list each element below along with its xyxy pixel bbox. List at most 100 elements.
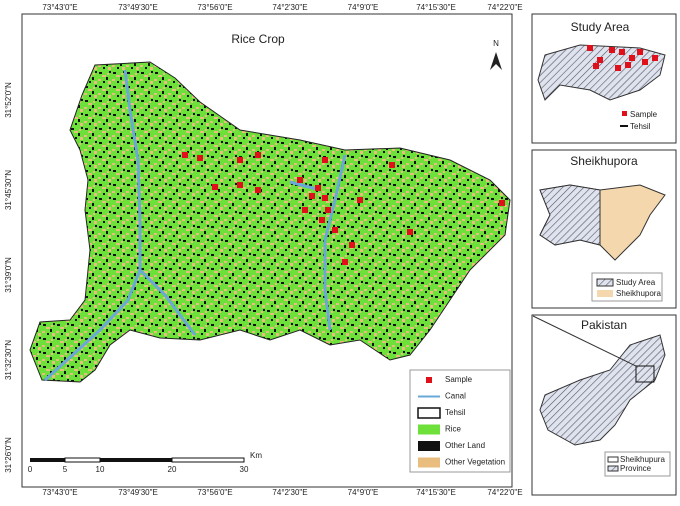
sample (237, 182, 243, 188)
scale-label: 5 (63, 465, 68, 474)
inset-study-area (539, 184, 601, 246)
left-coordinate: 31°52'0"N (4, 82, 13, 118)
bottom-coordinate: 74°15'30"E (416, 488, 456, 497)
left-coordinate: 31°26'0"N (4, 437, 13, 473)
top-coordinate: 73°49'30"E (118, 3, 158, 12)
left-coordinate: 31°39'0"N (4, 257, 13, 293)
north-arrow (490, 52, 502, 70)
north-label: N (493, 39, 499, 48)
study-area (29, 61, 511, 383)
top-coordinate: 74°2'30"E (272, 3, 307, 12)
map-title: Rice Crop (231, 32, 285, 46)
top-coordinate: 73°43'0"E (42, 3, 77, 12)
legend-label: Other Vegetation (445, 458, 505, 467)
top-coordinate: 74°15'30"E (416, 3, 456, 12)
legend-label: Tehsil (445, 408, 466, 417)
sample (237, 157, 243, 163)
top-coordinate: 74°9'0"E (348, 3, 379, 12)
legend-symbol (596, 278, 614, 287)
legend-symbol (622, 111, 627, 116)
canal (323, 154, 347, 331)
inset-sample (619, 49, 625, 55)
left-coordinate: 31°32'30"N (4, 340, 13, 380)
top-coordinate: 74°22'0"E (487, 3, 522, 12)
canal (138, 268, 197, 336)
insets: Study Area Sheikhupora Pakistan Sample Tehsi… (570, 20, 671, 477)
left-coordinate: 31°45'30"N (4, 170, 13, 210)
legend-symbol (426, 377, 432, 383)
sample (182, 152, 188, 158)
bottom-coordinate: 74°22'0"E (487, 488, 522, 497)
scale-segment (64, 457, 101, 463)
legend-symbol (418, 424, 440, 435)
inset-title: Sheikhupora (570, 154, 638, 168)
legend-box (604, 451, 671, 477)
scale-segment (171, 457, 245, 463)
sample (212, 184, 218, 190)
legend-symbol (607, 456, 619, 463)
leader-line (532, 315, 637, 367)
scale-label: 30 (240, 465, 249, 474)
legend-symbol (418, 441, 440, 451)
inset-sample (587, 45, 593, 51)
scale-label: 20 (168, 465, 177, 474)
legend-symbol (607, 465, 619, 472)
inset-sample (625, 62, 631, 68)
bottom-coordinate: 73°43'0"E (42, 488, 77, 497)
sample (255, 187, 261, 193)
bottom-coordinate: 74°2'30"E (272, 488, 307, 497)
sample (302, 207, 308, 213)
bottom-coordinate: 74°9'0"E (348, 488, 379, 497)
sample (309, 193, 315, 199)
inset-title: Pakistan (581, 318, 627, 332)
inset-legend-label: Province (620, 464, 652, 473)
inset-title: Study Area (571, 20, 630, 34)
sample (325, 207, 331, 213)
legend-symbol (417, 407, 441, 419)
scale-label: 0 (28, 465, 33, 474)
legend-symbol (418, 457, 440, 468)
sample (389, 162, 395, 168)
coordinates: 73°43'0"E 73°49'30"E 73°56'0"E 74°2'30"E 74°… (4, 3, 522, 497)
legend: Sample Canal Tehsil Rice Other Land Other Veg… (417, 375, 505, 468)
sample (349, 242, 355, 248)
sample (322, 157, 328, 163)
scale-segment (100, 458, 172, 462)
inset-pakistan (539, 334, 666, 446)
legend-label: Sample (445, 375, 473, 384)
sample (342, 259, 348, 265)
inset-legend-label: Study Area (616, 278, 656, 287)
legend-symbol (597, 290, 613, 297)
inset-sample (629, 55, 635, 61)
scale-unit: Km (250, 451, 262, 460)
scale-label: 10 (96, 465, 105, 474)
legend-label: Other Land (445, 441, 485, 450)
inset-legend-label: Sheikhupura (620, 455, 665, 464)
sample (332, 227, 338, 233)
legend-box (591, 272, 663, 302)
inset-sample (597, 57, 603, 63)
inset-legend-label: Sample (630, 110, 658, 119)
legend-label: Rice (445, 425, 462, 434)
inset-sample (652, 55, 658, 61)
legend-label: Canal (445, 392, 466, 401)
bottom-coordinate: 73°49'30"E (118, 488, 158, 497)
legend-box (409, 369, 511, 473)
sample (322, 195, 328, 201)
sample (197, 155, 203, 161)
inset-sample (615, 65, 621, 71)
canal (43, 69, 142, 382)
bottom-coordinate: 73°56'0"E (197, 488, 232, 497)
top-coordinate: 73°56'0"E (197, 3, 232, 12)
sample (255, 152, 261, 158)
inset-extent (635, 365, 655, 383)
sample (315, 185, 321, 191)
inset-sample (593, 63, 599, 69)
inset-legend-label: Tehsil (630, 122, 651, 131)
inset-sample (637, 49, 643, 55)
sample (357, 197, 363, 203)
inset-sample (642, 59, 648, 65)
scale-segment (30, 458, 65, 462)
